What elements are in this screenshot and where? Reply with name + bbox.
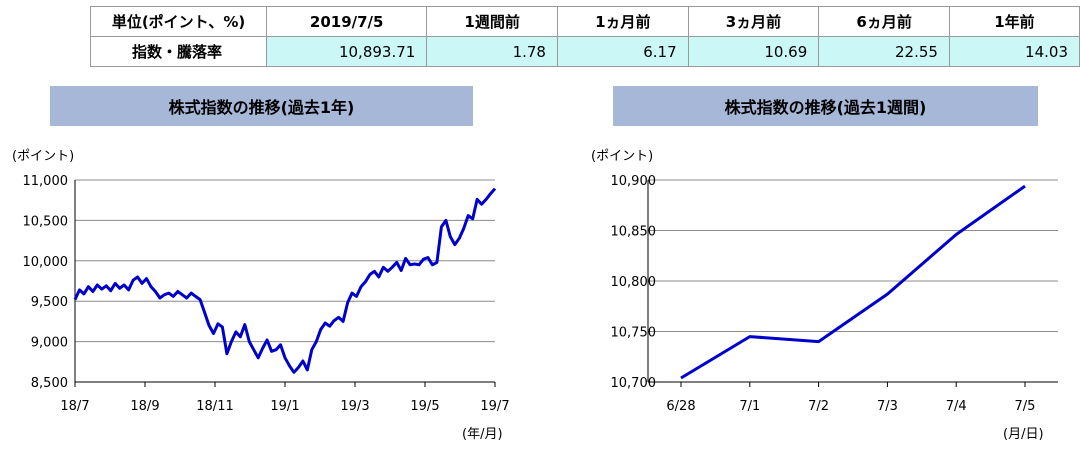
right-x-unit-label: (月/日) <box>1003 427 1044 442</box>
left-series-line <box>73 187 497 374</box>
right-ytick-label: 10,800 <box>611 275 657 290</box>
summary-value-row: 指数・騰落率 10,893.71 1.78 6.17 10.69 22.55 1… <box>89 36 1080 67</box>
right-y-unit-label: (ポイント) <box>591 149 653 164</box>
value-1week: 1.78 <box>426 36 558 67</box>
left-xtick-label: 18/11 <box>196 399 233 414</box>
header-unit: 単位(ポイント、%) <box>89 6 268 37</box>
row-label: 指数・騰落率 <box>89 36 268 67</box>
left-y-unit-label: (ポイント) <box>12 149 74 164</box>
chart-title-1year: 株式指数の推移(過去1年) <box>50 86 473 126</box>
summary-header-row: 単位(ポイント、%) 2019/7/5 1週間前 1ヵ月前 3ヵ月前 6ヵ月前 … <box>89 6 1080 37</box>
left-ytick-label: 9,000 <box>31 336 68 351</box>
left-xtick-label: 19/3 <box>340 399 369 414</box>
left-xtick-label: 19/1 <box>270 399 299 414</box>
right-series-line <box>680 184 1026 380</box>
left-ytick-label: 9,500 <box>31 295 68 310</box>
chart-title-1week: 株式指数の推移(過去1週間) <box>613 86 1038 126</box>
right-xtick-label: 7/5 <box>1015 399 1036 414</box>
left-xtick-label: 19/5 <box>410 399 439 414</box>
value-3month: 10.69 <box>687 36 820 67</box>
left-ytick-label: 11,000 <box>23 174 69 189</box>
left-ytick-label: 8,500 <box>31 376 68 391</box>
header-date: 2019/7/5 <box>266 6 428 37</box>
value-1month: 6.17 <box>556 36 689 67</box>
right-ytick-label: 10,850 <box>611 225 657 240</box>
value-1year: 14.03 <box>948 36 1080 67</box>
right-xtick-label: 6/28 <box>666 399 695 414</box>
left-ytick-label: 10,000 <box>23 255 69 270</box>
right-ytick-label: 10,700 <box>611 376 657 391</box>
header-1year: 1年前 <box>948 6 1080 37</box>
right-xtick-label: 7/2 <box>808 399 829 414</box>
value-index: 10,893.71 <box>266 36 428 67</box>
summary-table: 単位(ポイント、%) 2019/7/5 1週間前 1ヵ月前 3ヵ月前 6ヵ月前 … <box>89 6 1080 67</box>
right-ytick-label: 10,750 <box>611 326 657 341</box>
right-xtick-label: 7/4 <box>946 399 967 414</box>
right-xtick-label: 7/3 <box>877 399 898 414</box>
right-ytick-label: 10,900 <box>611 174 657 189</box>
left-ytick-label: 10,500 <box>23 214 69 229</box>
header-1month: 1ヵ月前 <box>556 6 689 37</box>
left-x-unit-label: (年/月) <box>462 427 503 442</box>
left-xtick-label: 18/7 <box>60 399 89 414</box>
left-xtick-label: 19/7 <box>480 399 509 414</box>
right-xtick-label: 7/1 <box>739 399 760 414</box>
left-xtick-label: 18/9 <box>130 399 159 414</box>
value-6month: 22.55 <box>818 36 950 67</box>
